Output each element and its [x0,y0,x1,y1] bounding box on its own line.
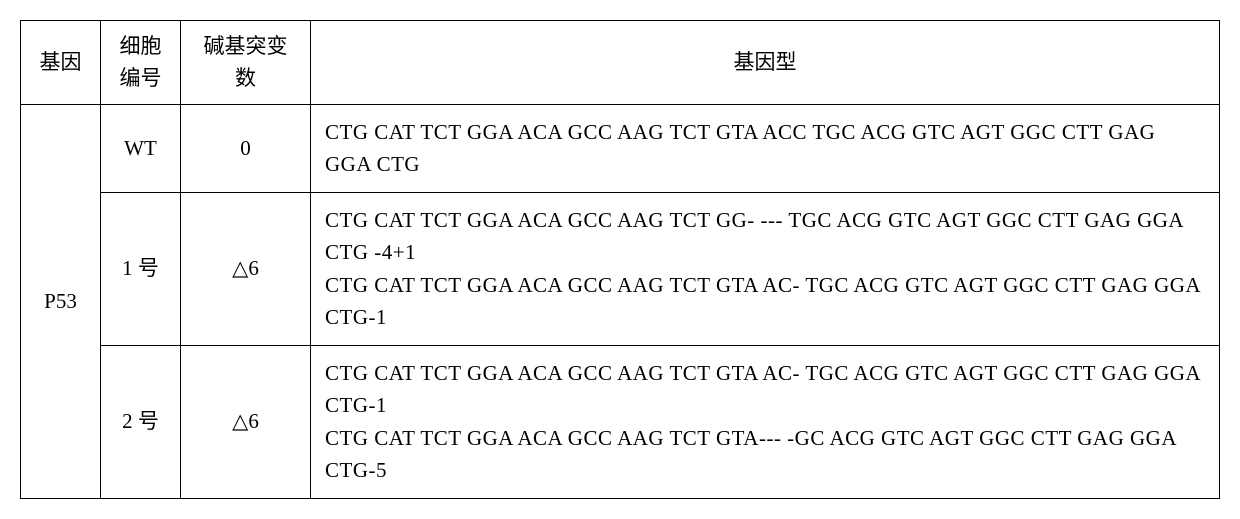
genotype-line: CTG CAT TCT GGA ACA GCC AAG TCT GTA AC- … [325,270,1205,333]
genotype-line: CTG CAT TCT GGA ACA GCC AAG TCT GTA AC- … [325,358,1205,421]
table-row: P53 WT 0 CTG CAT TCT GGA ACA GCC AAG TCT… [21,105,1220,193]
cell-id: WT [101,105,181,193]
genotype-line: CTG CAT TCT GGA ACA GCC AAG TCT GTA--- -… [325,423,1205,486]
header-cell-id: 细胞编号 [101,21,181,105]
genotype-cell: CTG CAT TCT GGA ACA GCC AAG TCT GG- --- … [311,193,1220,346]
gene-mutation-table: 基因 细胞编号 碱基突变数 基因型 P53 WT 0 CTG CAT TCT G… [20,20,1220,499]
table-header-row: 基因 细胞编号 碱基突变数 基因型 [21,21,1220,105]
header-mutation-count: 碱基突变数 [181,21,311,105]
genotype-cell: CTG CAT TCT GGA ACA GCC AAG TCT GTA ACC … [311,105,1220,193]
cell-id: 1 号 [101,193,181,346]
table-row: 2 号 △6 CTG CAT TCT GGA ACA GCC AAG TCT G… [21,346,1220,499]
mutation-count: △6 [181,346,311,499]
header-gene: 基因 [21,21,101,105]
genotype-line: CTG CAT TCT GGA ACA GCC AAG TCT GG- --- … [325,205,1205,268]
genotype-line: CTG CAT TCT GGA ACA GCC AAG TCT GTA ACC … [325,117,1205,180]
mutation-count: △6 [181,193,311,346]
table-row: 1 号 △6 CTG CAT TCT GGA ACA GCC AAG TCT G… [21,193,1220,346]
gene-label: P53 [21,105,101,499]
genotype-cell: CTG CAT TCT GGA ACA GCC AAG TCT GTA AC- … [311,346,1220,499]
cell-id: 2 号 [101,346,181,499]
header-genotype: 基因型 [311,21,1220,105]
mutation-count: 0 [181,105,311,193]
